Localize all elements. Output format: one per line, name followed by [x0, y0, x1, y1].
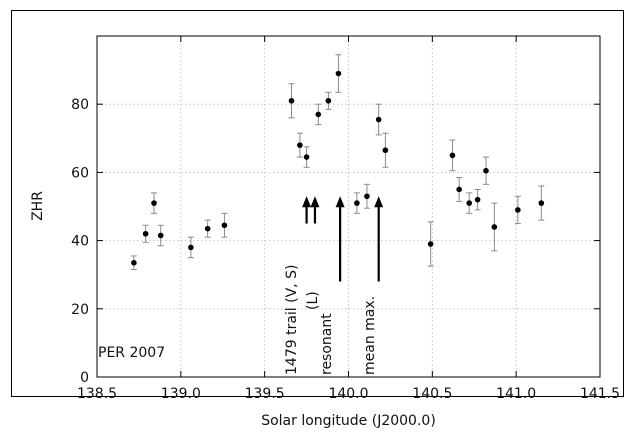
- data-point: [325, 97, 332, 104]
- x-tick-label: 138.5: [77, 386, 117, 402]
- data-point: [204, 225, 211, 232]
- axis-labels: 138.5 139.0 139.5 140.0 140.5 141.0 141.5 0 20 40…: [71, 97, 620, 402]
- data-point: [483, 167, 489, 174]
- data-point: [427, 241, 434, 247]
- annotation-arrows: [302, 196, 384, 282]
- x-tick-label: 141.0: [496, 386, 536, 402]
- y-tick-label: 60: [71, 165, 89, 181]
- error-bars: [130, 54, 545, 271]
- data-point: [375, 116, 382, 123]
- y-tick-label: 20: [71, 302, 89, 318]
- x-tick-label: 139.0: [161, 386, 201, 402]
- plot-frame: [96, 35, 601, 378]
- data-point: [297, 142, 303, 148]
- data-point: [491, 224, 498, 230]
- x-tick-label: 141.5: [580, 386, 620, 402]
- annotation-arrow: [310, 196, 320, 224]
- data-point: [142, 230, 149, 237]
- annotation-label: 1479 trail (V, S): [284, 265, 300, 375]
- data-point: [538, 200, 545, 206]
- data-point: [221, 222, 228, 229]
- data-point: [335, 70, 342, 77]
- data-point: [466, 200, 473, 206]
- y-tick-label: 40: [71, 234, 89, 250]
- x-tick-label: 140.5: [412, 386, 452, 402]
- data-point: [303, 154, 310, 160]
- annotation-label: resonant: [319, 313, 335, 375]
- data-point: [315, 111, 322, 118]
- data-point: [131, 259, 137, 266]
- annotation-arrow: [335, 196, 345, 282]
- annotation-arrow: [374, 196, 384, 282]
- data-point: [449, 152, 456, 159]
- data-point: [288, 97, 295, 104]
- x-axis-label: Solar longitude (J2000.0): [261, 413, 436, 429]
- data-point: [515, 207, 521, 213]
- data-point: [157, 232, 164, 239]
- x-tick-label: 139.5: [245, 386, 285, 402]
- x-tick-label: 140.0: [328, 386, 368, 402]
- annotation-label: (L): [305, 291, 321, 310]
- data-point: [151, 200, 157, 206]
- data-points: [131, 70, 545, 266]
- annotation-arrow: [302, 196, 312, 224]
- y-tick-label: 0: [80, 370, 89, 386]
- data-point: [456, 186, 462, 193]
- y-axis-label: ZHR: [30, 191, 46, 221]
- annotation-label: mean max.: [362, 296, 378, 375]
- data-point: [188, 244, 194, 251]
- data-point: [382, 147, 389, 154]
- data-point: [364, 193, 370, 200]
- data-point: [474, 196, 481, 203]
- y-tick-label: 80: [71, 97, 89, 113]
- dataset-label: PER 2007: [98, 345, 165, 361]
- data-point: [354, 200, 360, 206]
- grid: [97, 36, 600, 377]
